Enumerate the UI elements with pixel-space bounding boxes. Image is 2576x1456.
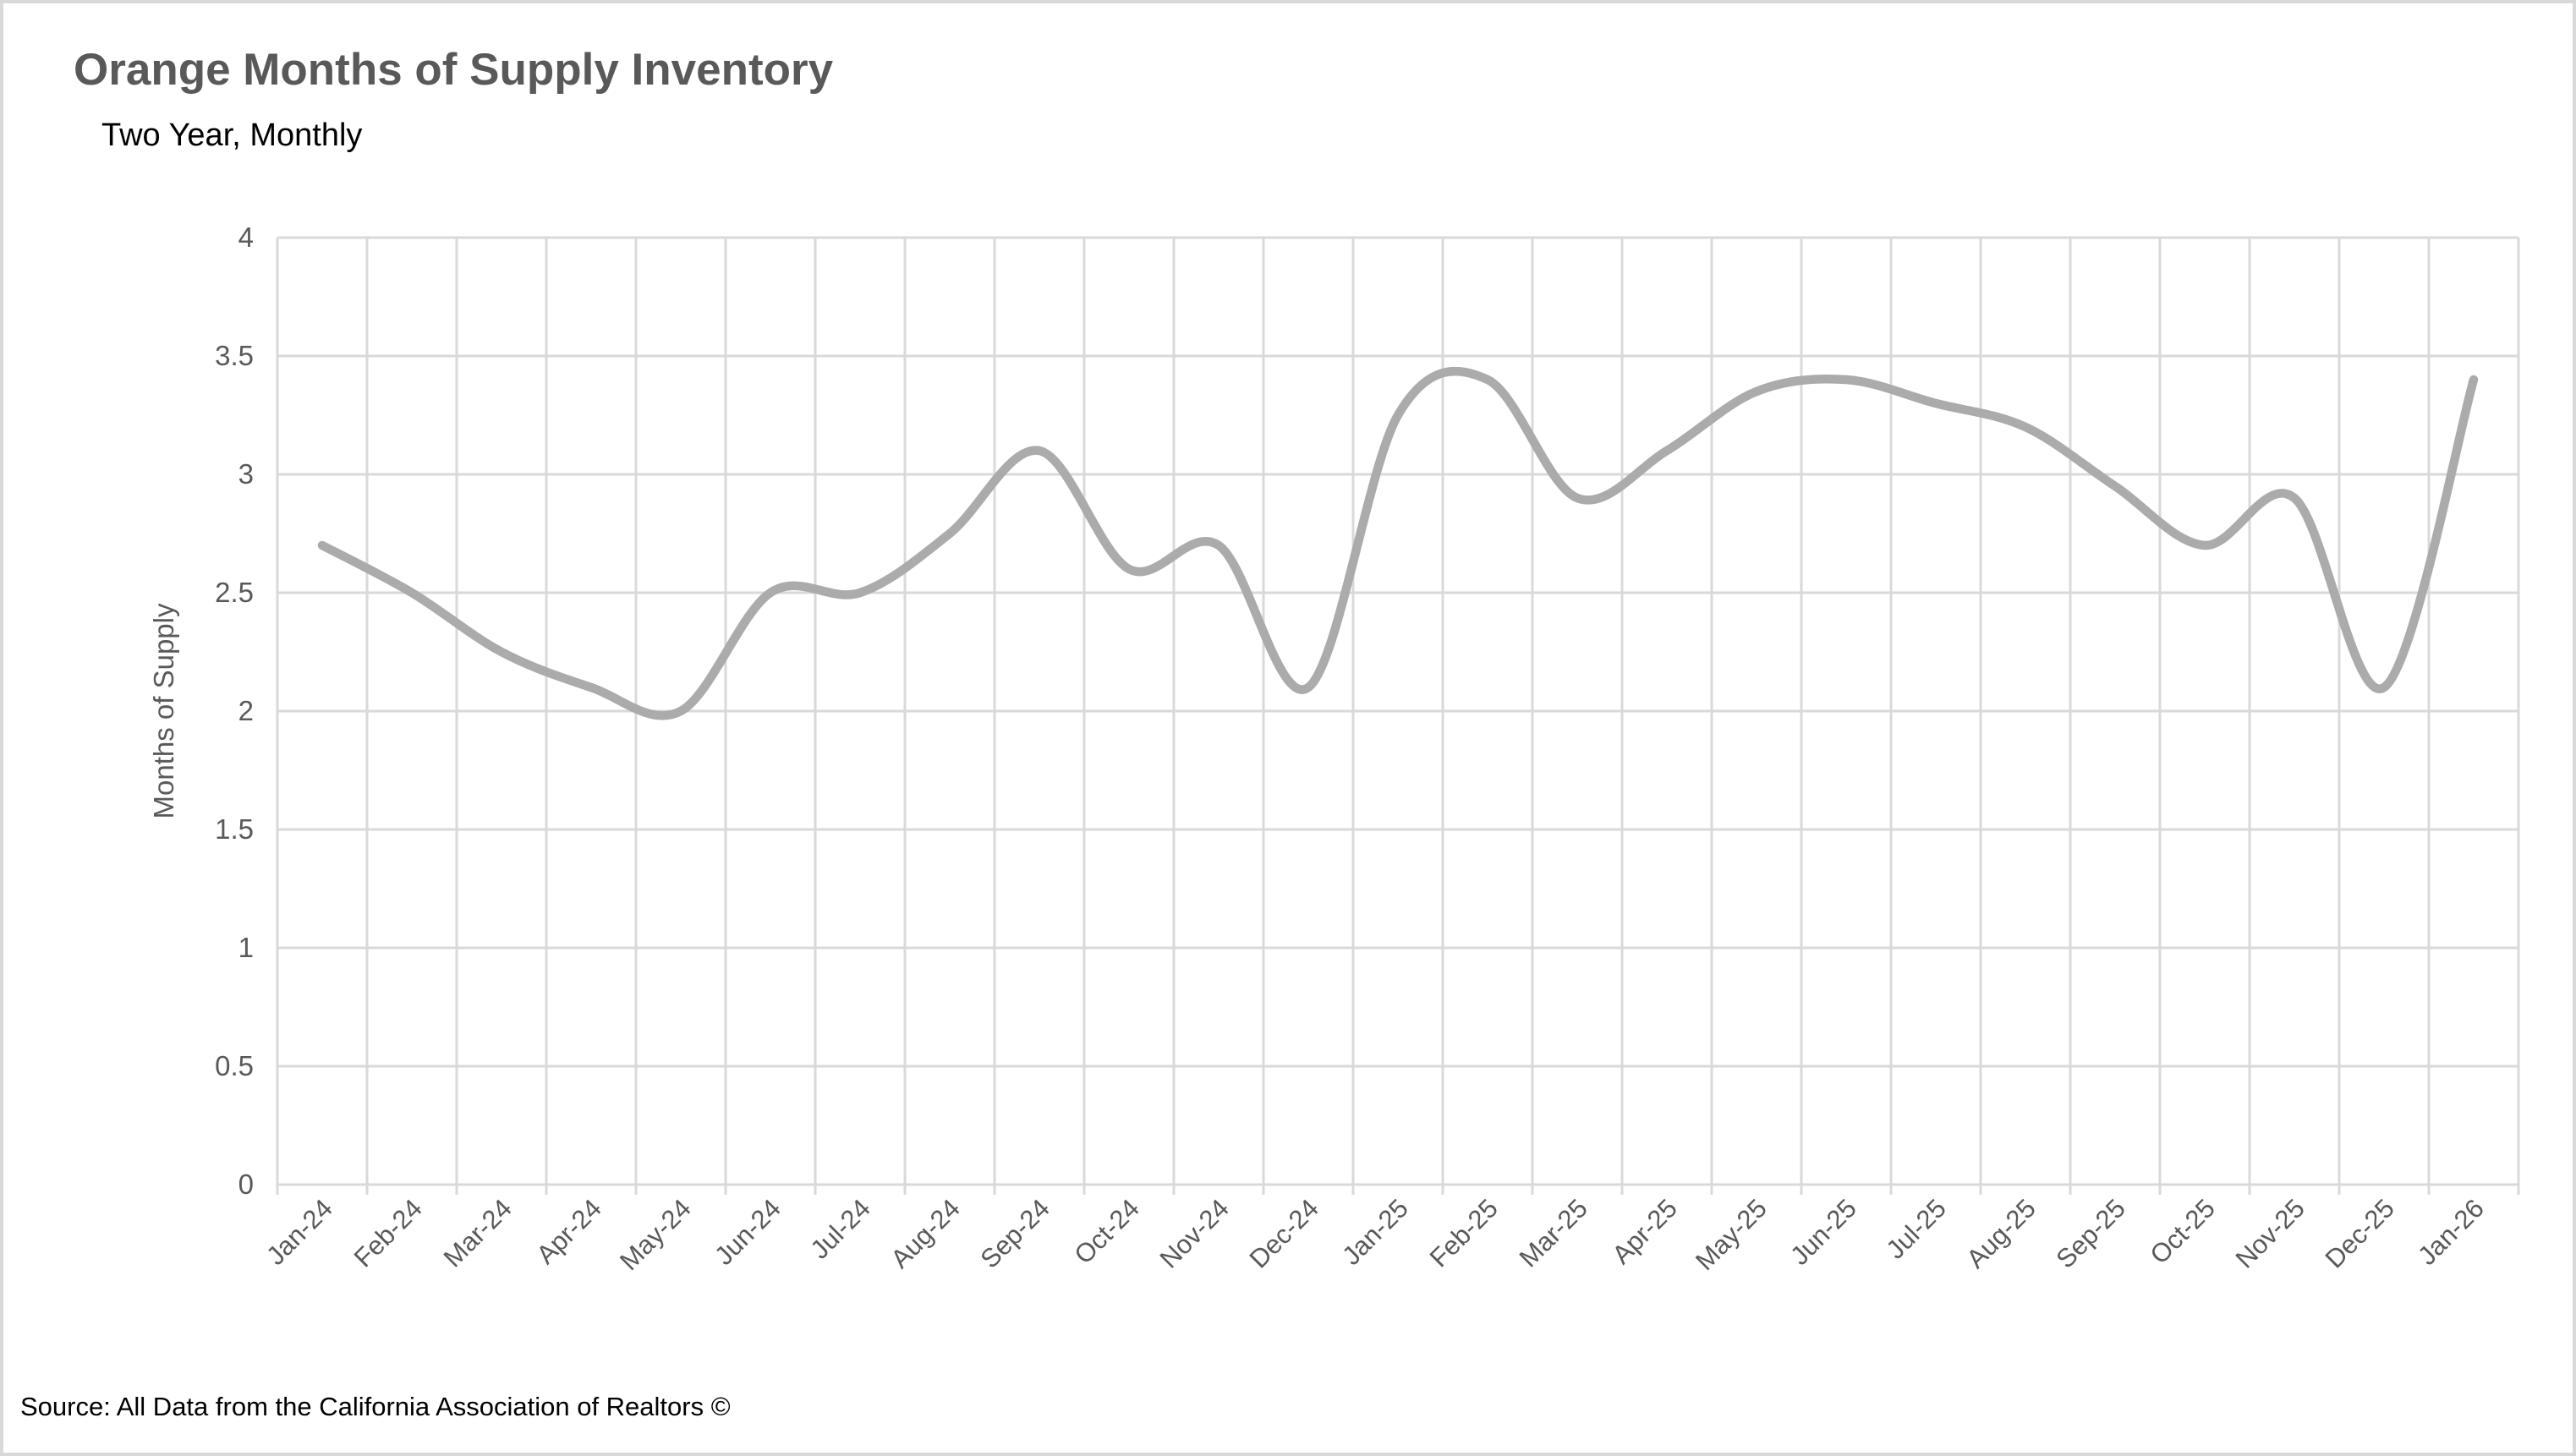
x-tick-label: Jan-26 [2412,1193,2490,1271]
y-tick-label: 3 [238,458,254,490]
x-tick-label: Jul-25 [1880,1193,1951,1264]
x-tick-label: Feb-24 [348,1193,428,1273]
x-tick-label: Oct-25 [2144,1193,2221,1270]
x-tick-label: Dec-25 [2320,1193,2400,1273]
y-tick-label: 1 [238,932,254,963]
y-tick-label: 1.5 [215,813,254,845]
x-tick-label: Apr-25 [1606,1193,1683,1270]
y-tick-label: 2 [238,695,254,726]
source-note: Source: All Data from the California Ass… [20,1392,731,1421]
x-tick-label: Aug-25 [1961,1193,2042,1273]
x-tick-label: Jul-24 [804,1193,875,1264]
x-tick-label: Mar-25 [1514,1193,1593,1273]
x-tick-label: Oct-24 [1068,1193,1145,1270]
x-tick-label: Sep-24 [975,1193,1055,1273]
x-tick-label: Jun-24 [709,1193,787,1271]
x-tick-label: Apr-24 [530,1193,607,1270]
x-tick-label: May-24 [614,1193,697,1276]
x-tick-label: Feb-25 [1424,1193,1504,1273]
x-tick-label: Jan-25 [1336,1193,1414,1271]
x-tick-label: Dec-24 [1244,1193,1324,1273]
x-tick-label: Aug-24 [885,1193,966,1273]
data-series-line [317,366,2479,720]
x-tick-label: Nov-24 [1154,1193,1235,1273]
y-tick-label: 0.5 [215,1050,254,1081]
y-tick-label: 2.5 [215,577,254,608]
x-tick-label: May-25 [1690,1193,1773,1276]
chart-title: Orange Months of Supply Inventory [74,45,834,95]
x-tick-label: Jan-24 [260,1193,338,1271]
y-tick-label: 4 [238,222,254,253]
chart-subtitle: Two Year, Monthly [101,118,363,153]
x-tick-label: Sep-25 [2051,1193,2131,1273]
y-tick-label: 0 [238,1169,254,1200]
x-tick-label: Jun-25 [1784,1193,1862,1271]
y-tick-label: 3.5 [215,340,254,371]
x-tick-label: Nov-25 [2230,1193,2310,1273]
x-tick-label: Mar-24 [438,1193,518,1273]
